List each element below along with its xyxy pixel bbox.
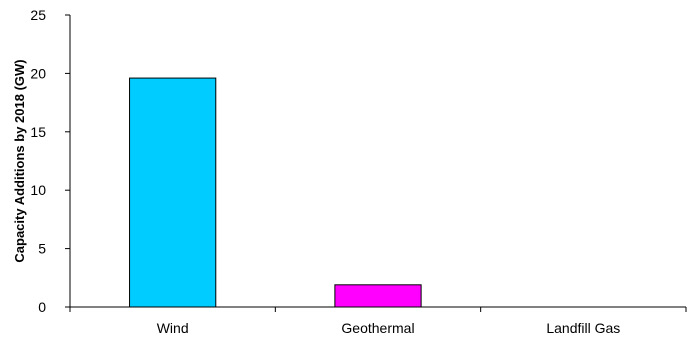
y-axis-title: Capacity Additions by 2018 (GW) — [12, 59, 27, 262]
y-tick-label: 5 — [38, 241, 46, 257]
y-tick-label: 15 — [30, 124, 46, 140]
x-category-label: Landfill Gas — [546, 320, 620, 336]
y-tick-label: 0 — [38, 299, 46, 315]
y-tick-label: 10 — [30, 182, 46, 198]
x-axis: Wind Geothermal Landfill Gas — [69, 306, 687, 336]
y-tick-label: 25 — [30, 7, 46, 23]
bar-wind — [129, 77, 217, 308]
x-category-label: Geothermal — [341, 320, 414, 336]
bars — [129, 77, 422, 308]
bar-geothermal — [334, 284, 422, 308]
x-category-label: Wind — [157, 320, 189, 336]
y-tick-label: 20 — [30, 65, 46, 81]
y-axis: 0 5 10 15 20 25 — [30, 7, 71, 315]
